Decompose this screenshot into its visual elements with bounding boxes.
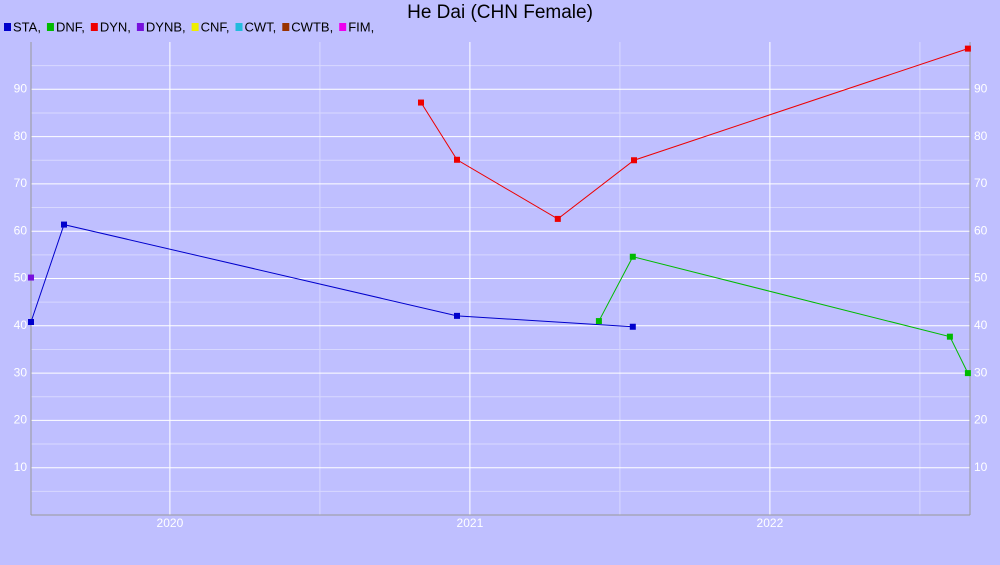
data-point: [454, 156, 460, 163]
legend-label: CNF,: [201, 19, 230, 34]
x-tick-label: 2021: [457, 516, 484, 530]
chart-title: He Dai (CHN Female): [407, 2, 593, 23]
y2-tick-label: 40: [974, 318, 988, 332]
y2-tick-label: 70: [974, 176, 988, 190]
legend-swatch: [136, 23, 144, 31]
data-point: [964, 370, 971, 377]
y-tick-label: 40: [14, 318, 28, 332]
legend-label: DYN,: [100, 19, 131, 34]
y-tick-label: 50: [14, 271, 28, 285]
data-point: [629, 253, 636, 260]
x-tick-label: 2022: [757, 516, 784, 530]
legend-label: DNF,: [56, 19, 85, 34]
data-point: [418, 99, 424, 106]
y2-tick-label: 20: [974, 413, 988, 427]
y-tick-label: 20: [14, 413, 28, 427]
legend-swatch: [4, 23, 11, 31]
legend-swatch: [235, 23, 243, 31]
y-tick-label: 80: [14, 129, 28, 143]
legend-label: DYNB,: [146, 19, 186, 34]
y-tick-label: 90: [14, 81, 28, 95]
legend-swatch: [46, 23, 54, 31]
data-point: [28, 274, 34, 281]
legend-label: CWTB,: [291, 19, 333, 34]
y2-tick-label: 90: [974, 81, 988, 95]
series-line: [420, 48, 969, 220]
data-point: [629, 323, 636, 330]
legend-swatch: [191, 23, 199, 31]
y2-tick-label: 80: [974, 129, 988, 143]
y2-tick-label: 30: [974, 365, 988, 379]
x-tick-label: 2020: [157, 516, 184, 530]
data-point: [61, 221, 67, 228]
legend-swatch: [90, 23, 98, 31]
data-point: [454, 312, 460, 319]
data-point: [946, 333, 953, 340]
legend-label: STA,: [13, 19, 41, 34]
y2-tick-label: 60: [974, 223, 988, 237]
y2-tick-label: 50: [974, 271, 988, 285]
series-line: [30, 223, 633, 328]
y-tick-label: 70: [14, 176, 28, 190]
legend-label: CWT,: [245, 19, 277, 34]
legend-swatch: [339, 23, 347, 31]
y-tick-label: 10: [14, 460, 28, 474]
legend-swatch: [282, 23, 290, 31]
data-point: [631, 157, 637, 164]
series-line: [598, 256, 969, 374]
y-tick-label: 30: [14, 365, 28, 379]
data-point: [28, 319, 34, 326]
data-point: [964, 45, 971, 52]
y-tick-label: 60: [14, 223, 28, 237]
y2-tick-label: 10: [974, 460, 988, 474]
data-point: [554, 215, 561, 222]
legend-label: FIM,: [348, 19, 374, 34]
data-point: [595, 318, 602, 325]
